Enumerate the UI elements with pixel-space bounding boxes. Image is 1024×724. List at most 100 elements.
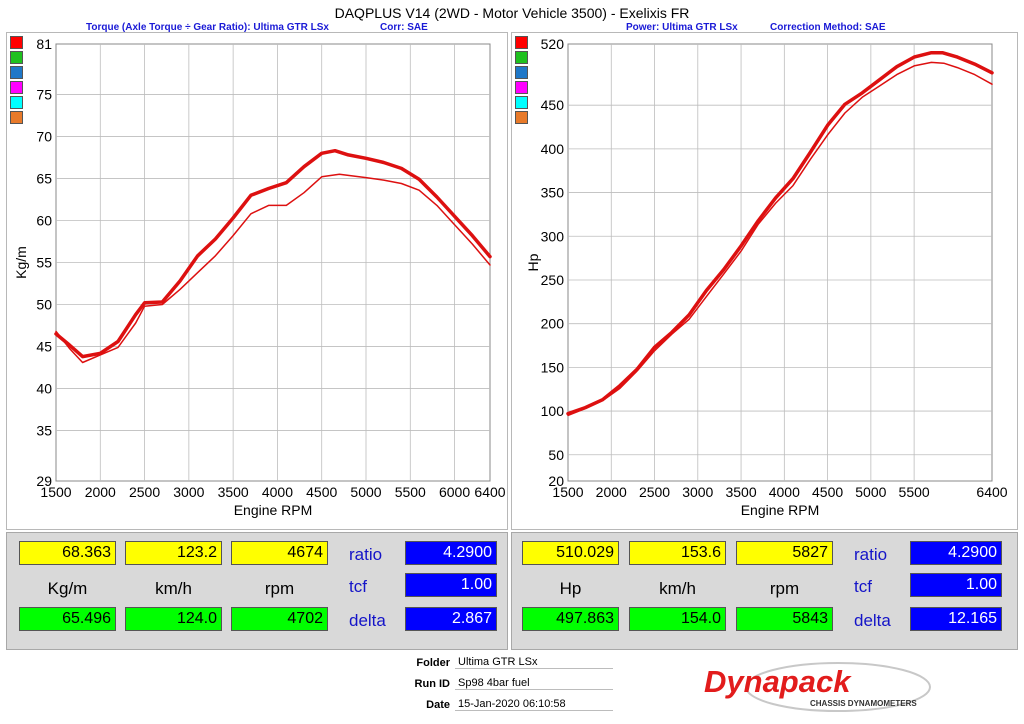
y-tick-label: 150 <box>541 359 565 375</box>
power-unit-label: Hp <box>559 579 582 598</box>
torque-subtitle: Torque (Axle Torque ÷ Gear Ratio): Ultim… <box>86 22 329 33</box>
delta-label: delta <box>854 611 891 630</box>
x-tick-label: 4500 <box>812 484 843 500</box>
logo-brand-text: Dynapack <box>704 664 852 699</box>
y-tick-label: 75 <box>36 86 52 102</box>
series-swatch[interactable] <box>515 81 528 94</box>
x-tick-label: 3500 <box>725 484 756 500</box>
speed-unit-label: km/h <box>659 579 696 598</box>
series-swatch[interactable] <box>515 96 528 109</box>
date-label: Date <box>426 699 450 711</box>
series-swatch[interactable] <box>515 36 528 49</box>
max-torque-speed: 123.2 <box>125 541 222 565</box>
folder-value: Ultima GTR LSx <box>455 656 613 669</box>
runid-value: Sp98 4bar fuel <box>455 677 613 690</box>
x-tick-label: 1500 <box>40 484 71 500</box>
rpm-unit-label: rpm <box>769 579 800 598</box>
date-value: 15-Jan-2020 06:10:58 <box>455 698 613 711</box>
series-swatch[interactable] <box>10 66 23 79</box>
x-tick-label: 1500 <box>552 484 583 500</box>
tcf-value: 1.00 <box>405 573 497 597</box>
x-tick-label: 5000 <box>350 484 381 500</box>
y-axis-label: Hp <box>525 253 541 271</box>
y-tick-label: 20 <box>548 473 564 489</box>
y-tick-label: 400 <box>541 141 565 157</box>
power-subtitle: Power: Ultima GTR LSx <box>626 22 738 33</box>
x-tick-label: 5500 <box>899 484 930 500</box>
x-tick-label: 5000 <box>855 484 886 500</box>
min-torque-rpm: 4702 <box>231 607 328 631</box>
max-power-rpm: 5827 <box>736 541 833 565</box>
min-power-value: 497.863 <box>522 607 619 631</box>
y-tick-label: 350 <box>541 185 565 201</box>
ratio-label: ratio <box>349 545 383 564</box>
ratio-value: 4.2900 <box>405 541 497 565</box>
series-swatch[interactable] <box>515 66 528 79</box>
max-power-value: 510.029 <box>522 541 619 565</box>
min-torque-value: 65.496 <box>19 607 116 631</box>
x-tick-label: 2500 <box>639 484 670 500</box>
y-tick-label: 250 <box>541 272 565 288</box>
x-tick-label: 3000 <box>173 484 204 500</box>
y-tick-label: 55 <box>36 255 52 271</box>
series-swatch[interactable] <box>10 96 23 109</box>
x-tick-label: 4000 <box>769 484 800 500</box>
x-tick-label: 2500 <box>129 484 160 500</box>
series-color-swatches <box>10 36 24 126</box>
y-tick-label: 50 <box>36 297 52 313</box>
x-tick-label: 3000 <box>682 484 713 500</box>
logo-tagline: CHASSIS DYNAMOMETERS <box>810 699 917 708</box>
max-power-speed: 153.6 <box>629 541 726 565</box>
y-tick-label: 50 <box>548 447 564 463</box>
logo-swoosh <box>745 662 931 712</box>
x-axis-label: Engine RPM <box>741 502 820 518</box>
max-torque-rpm: 4674 <box>231 541 328 565</box>
series-swatch[interactable] <box>10 51 23 64</box>
x-tick-label: 6400 <box>474 484 505 500</box>
x-axis-label: Engine RPM <box>234 502 313 518</box>
power-correction-label: Correction Method: SAE <box>770 22 886 33</box>
tcf-label: tcf <box>349 577 367 596</box>
ratio-label: ratio <box>854 545 888 564</box>
torque-unit-label: Kg/m <box>47 579 88 598</box>
y-axis-label: Kg/m <box>13 246 29 279</box>
torque-readout-panel: 68.363 123.2 4674 Kg/m km/h rpm 65.496 1… <box>6 532 508 650</box>
series-swatch[interactable] <box>515 51 528 64</box>
y-tick-label: 200 <box>541 316 565 332</box>
dynapack-logo: Dynapack CHASSIS DYNAMOMETERS <box>704 662 931 712</box>
series-swatch[interactable] <box>10 81 23 94</box>
plot-area <box>567 43 993 482</box>
y-tick-label: 81 <box>36 36 52 52</box>
torque-correction-label: Corr: SAE <box>380 22 428 33</box>
delta-label: delta <box>349 611 386 630</box>
y-tick-label: 450 <box>541 97 565 113</box>
folder-label: Folder <box>416 657 450 669</box>
y-tick-label: 100 <box>541 403 565 419</box>
series-line <box>54 148 492 359</box>
y-tick-label: 520 <box>541 36 565 52</box>
y-tick-label: 300 <box>541 228 565 244</box>
x-tick-label: 3500 <box>218 484 249 500</box>
x-tick-label: 2000 <box>596 484 627 500</box>
series-swatch[interactable] <box>515 111 528 124</box>
window-title: DAQPLUS V14 (2WD - Motor Vehicle 3500) -… <box>334 5 690 21</box>
y-tick-label: 35 <box>36 423 52 439</box>
min-power-rpm: 5843 <box>736 607 833 631</box>
min-power-speed: 154.0 <box>629 607 726 631</box>
y-tick-label: 60 <box>36 212 52 228</box>
series-swatch[interactable] <box>10 111 23 124</box>
series-color-swatches <box>515 36 529 126</box>
min-torque-speed: 124.0 <box>125 607 222 631</box>
delta-value: 2.867 <box>405 607 497 631</box>
torque-chart-panel: 1500 2000 2500 3000 3500 4000 4500 5000 5500 6000… <box>6 32 508 530</box>
series-swatch[interactable] <box>10 36 23 49</box>
y-tick-label: 45 <box>36 339 52 355</box>
series-line <box>567 61 993 417</box>
power-chart-panel: 1500 2000 2500 3000 3500 4000 4500 5000 5500 6400… <box>511 32 1018 530</box>
power-chart: 1500 2000 2500 3000 3500 4000 4500 5000 5500 6400… <box>525 36 1008 518</box>
x-tick-label: 6400 <box>976 484 1007 500</box>
power-readout-panel: 510.029 153.6 5827 Hp km/h rpm 497.863 1… <box>511 532 1018 650</box>
y-tick-label: 70 <box>36 128 52 144</box>
y-tick-label: 29 <box>36 473 52 489</box>
tcf-label: tcf <box>854 577 872 596</box>
